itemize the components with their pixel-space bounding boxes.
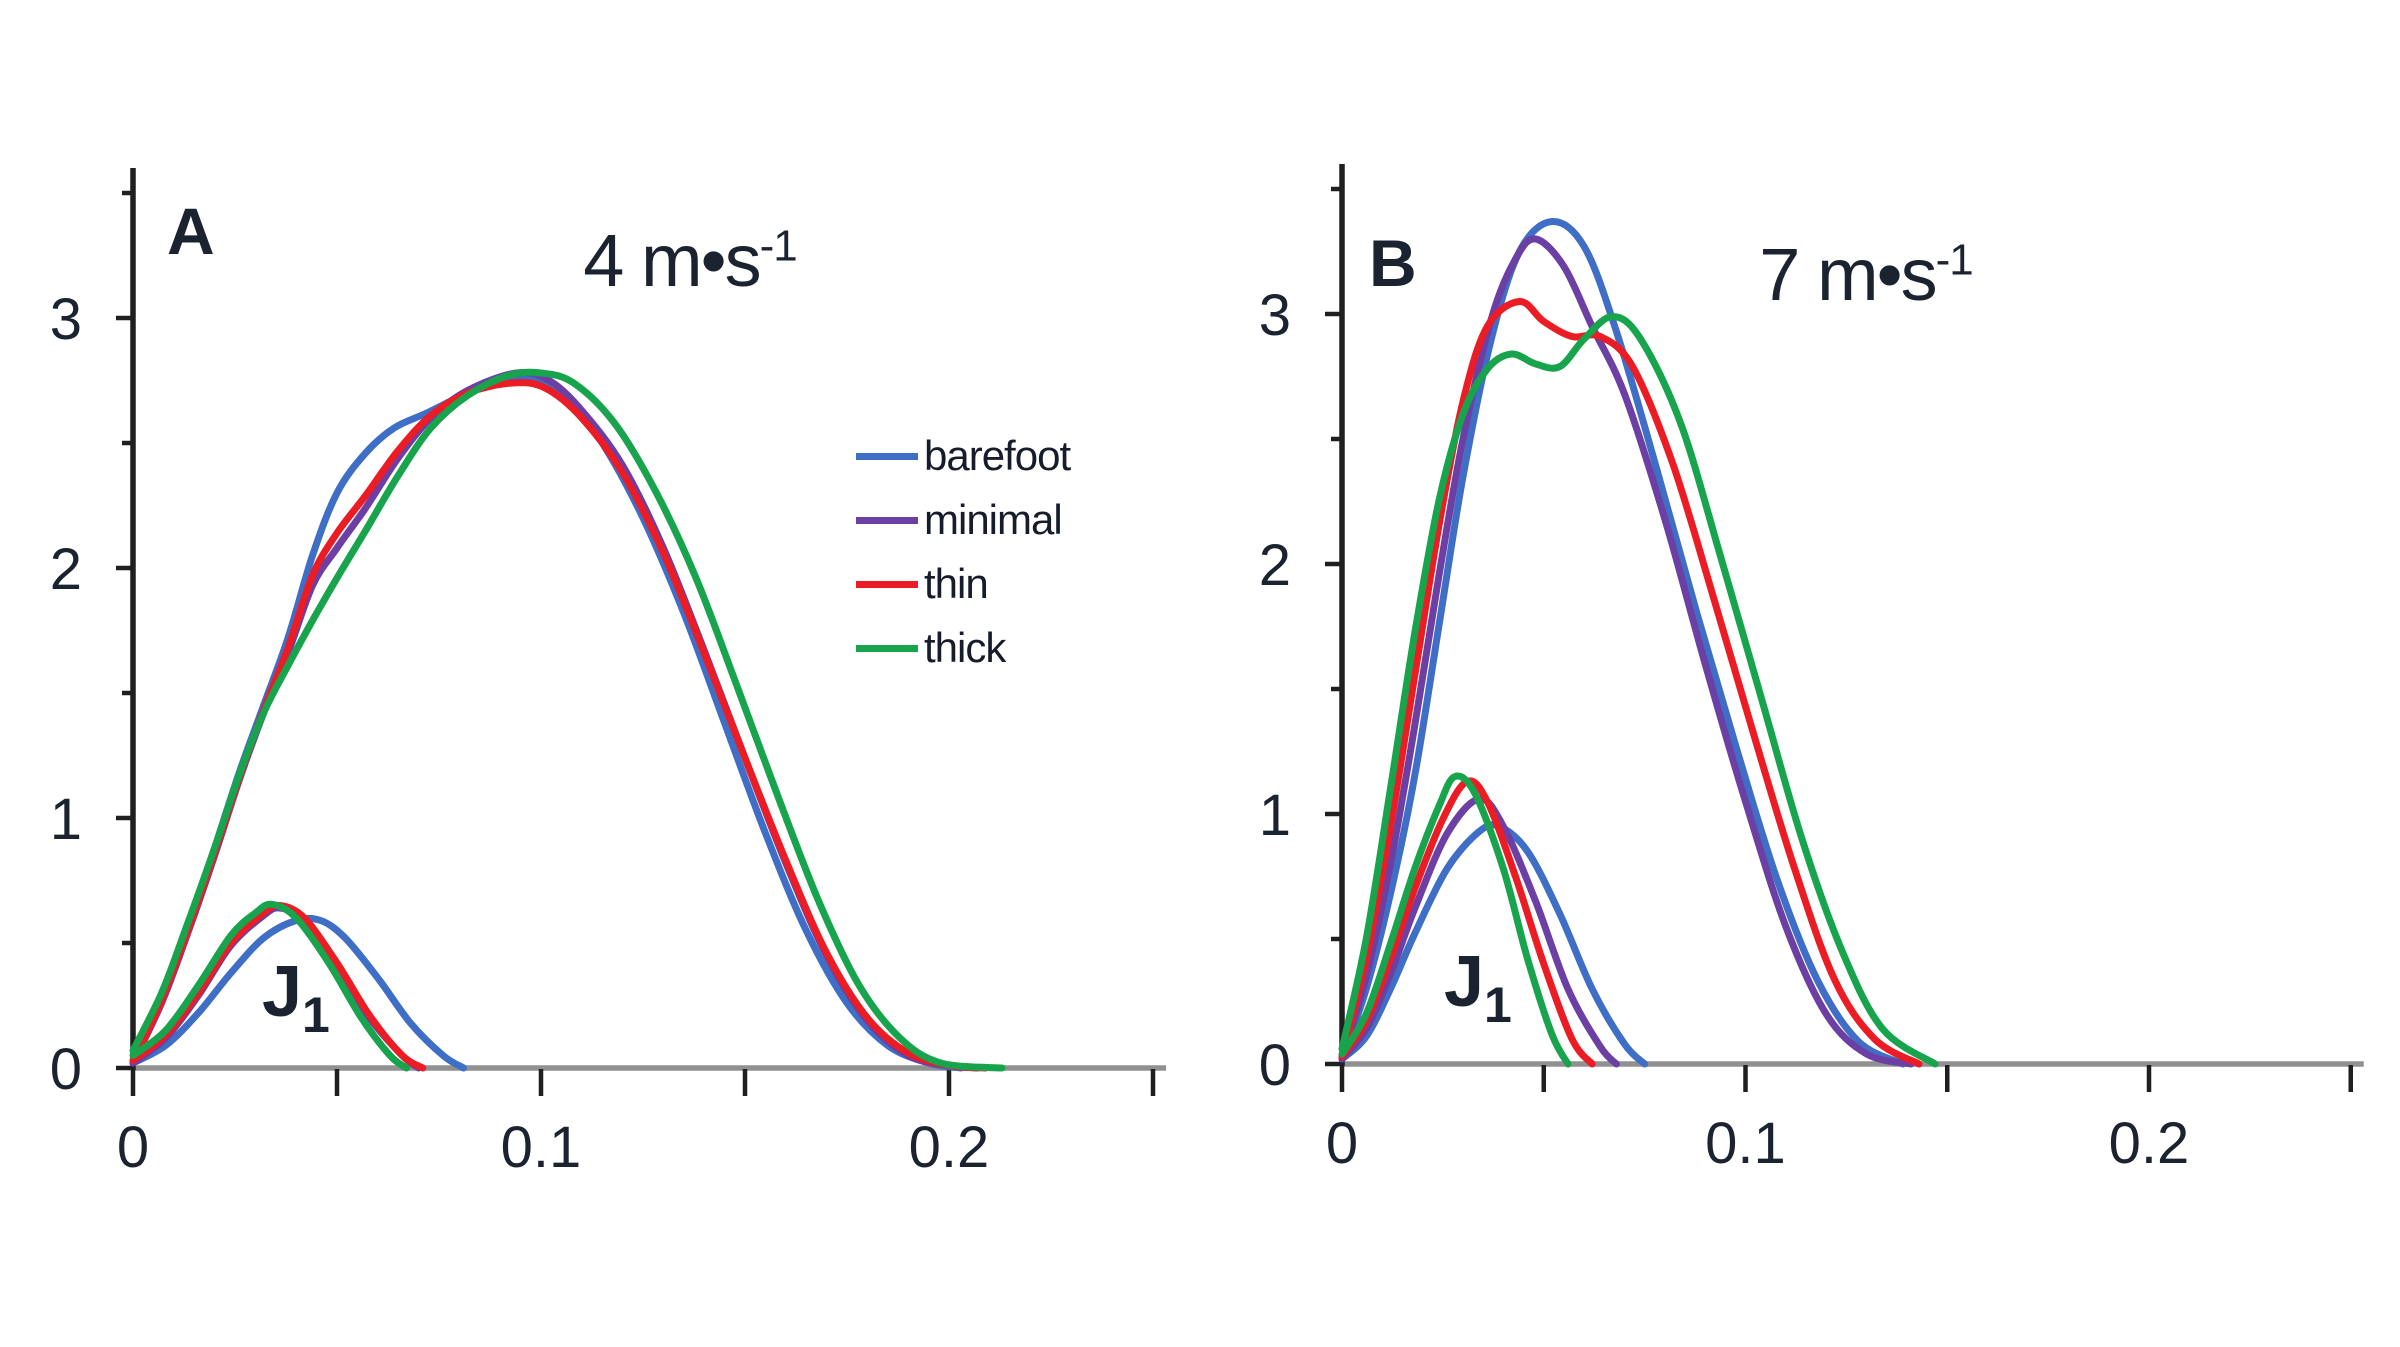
legend-swatch-minimal bbox=[856, 516, 918, 524]
panel-b-j1-letter: J bbox=[1444, 942, 1485, 1022]
legend-swatch-thick bbox=[856, 644, 918, 652]
legend-label-thick: thick bbox=[924, 624, 1006, 671]
panel-a-title-superscript: -1 bbox=[759, 221, 798, 271]
panel-b-j1-annotation: J1 bbox=[1444, 946, 1512, 1030]
panel-b-title-text: 7 m•s bbox=[1759, 233, 1937, 316]
legend-label-barefoot: barefoot bbox=[924, 432, 1071, 479]
x-tick-label-A-0.2: 0.2 bbox=[909, 1115, 990, 1180]
panel-a-title: 4 m•s-1 bbox=[583, 221, 798, 298]
x-tick-label-A-0.1: 0.1 bbox=[501, 1115, 582, 1180]
panel-b-title: 7 m•s-1 bbox=[1759, 235, 1974, 312]
y-tick-label-A-1: 1 bbox=[50, 787, 82, 852]
y-tick-label-A-3: 3 bbox=[50, 287, 82, 352]
curve-A-thick bbox=[129, 368, 1006, 1072]
y-tick-label-B-2: 2 bbox=[1259, 533, 1291, 598]
legend: barefoot minimal thin thick bbox=[856, 424, 1071, 680]
curve-B-thick-J1 bbox=[1338, 772, 1572, 1068]
curve-B-minimal bbox=[1338, 235, 1915, 1068]
legend-item-thick: thick bbox=[856, 616, 1070, 680]
y-tick-label-B-1: 1 bbox=[1259, 783, 1291, 848]
legend-swatch-barefoot bbox=[856, 452, 918, 460]
y-tick-label-A-2: 2 bbox=[50, 537, 82, 602]
x-tick-label-B-0.1: 0.1 bbox=[1705, 1111, 1786, 1176]
legend-label-thin: thin bbox=[924, 560, 989, 607]
y-tick-label-B-3: 3 bbox=[1259, 283, 1291, 348]
panel-b-j1-subscript: 1 bbox=[1484, 977, 1512, 1033]
curve-B-thick bbox=[1338, 313, 1939, 1068]
legend-label-minimal: minimal bbox=[924, 496, 1063, 543]
panel-b-letter: B bbox=[1369, 226, 1417, 300]
panel-a-j1-letter: J bbox=[262, 952, 303, 1032]
legend-item-minimal: minimal bbox=[856, 488, 1070, 552]
panel-b-title-superscript: -1 bbox=[1935, 235, 1974, 285]
x-tick-label-A-0: 0 bbox=[117, 1115, 149, 1180]
legend-item-thin: thin bbox=[856, 552, 1070, 616]
panel-a-j1-subscript: 1 bbox=[302, 987, 330, 1043]
legend-item-barefoot: barefoot bbox=[856, 424, 1071, 488]
y-tick-label-A-0: 0 bbox=[50, 1037, 82, 1102]
panel-a-title-text: 4 m•s bbox=[583, 219, 761, 302]
x-tick-label-B-0.2: 0.2 bbox=[2109, 1111, 2190, 1176]
curve-B-barefoot bbox=[1338, 217, 1907, 1068]
x-tick-label-B-0: 0 bbox=[1326, 1111, 1358, 1176]
panel-a-letter: A bbox=[167, 194, 215, 268]
legend-swatch-thin bbox=[856, 580, 918, 588]
y-tick-label-B-0: 0 bbox=[1259, 1033, 1291, 1098]
curve-A-thick-J1 bbox=[129, 900, 410, 1072]
curve-B-thin bbox=[1338, 298, 1923, 1068]
panel-a-j1-annotation: J1 bbox=[262, 956, 330, 1040]
